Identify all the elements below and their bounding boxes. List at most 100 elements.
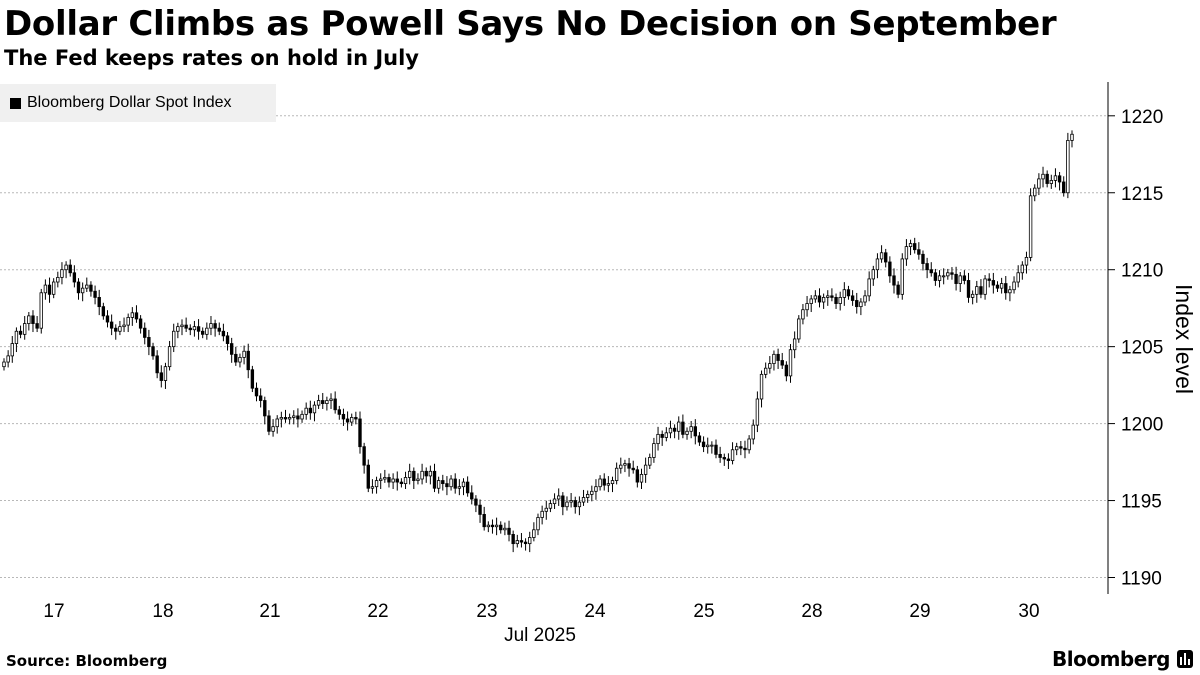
candle-body (258, 395, 263, 401)
candle-body (350, 417, 354, 423)
candlestick-series (2, 130, 1074, 553)
candle-body (308, 407, 313, 414)
candle-body (643, 464, 648, 475)
candle-body (482, 514, 486, 528)
candle-body (788, 349, 793, 377)
candle-body (366, 464, 370, 489)
candle-body (693, 426, 697, 437)
candle-body (523, 541, 528, 545)
candle-body (43, 284, 48, 294)
candle-body (51, 281, 56, 295)
candle-body (85, 284, 89, 289)
candle-body (896, 284, 900, 295)
candle-body (970, 293, 975, 298)
y-axis-ticks: 1190 1195 1200 1205 1210 1215 1220 (1108, 107, 1163, 590)
candle-body (470, 492, 474, 500)
candle-body (254, 387, 259, 397)
candle-body (383, 477, 387, 480)
candle-body (701, 441, 706, 448)
candle-body (362, 446, 366, 466)
candle-body (813, 295, 818, 300)
candle-body (167, 346, 172, 368)
candle-body (598, 478, 602, 488)
candle-body (64, 264, 68, 271)
candle-body (354, 417, 358, 420)
x-tick-label: 23 (476, 601, 497, 622)
gridlines (0, 115, 1108, 578)
candle-body (681, 421, 685, 435)
candle-body (395, 478, 399, 483)
candle-body (929, 269, 933, 274)
candle-body (718, 453, 722, 458)
candle-body (225, 335, 230, 344)
candle-body (511, 534, 515, 545)
candle-body (863, 295, 867, 303)
candle-body (283, 417, 288, 420)
candle-body (900, 258, 904, 295)
candle-body (561, 495, 565, 508)
candle-body (710, 444, 714, 447)
candle-body (345, 418, 350, 423)
candle-body (31, 315, 35, 324)
candle-body (1033, 187, 1037, 197)
candle-body (946, 272, 950, 277)
candle-body (494, 524, 499, 528)
candle-body (784, 364, 789, 377)
candle-body (552, 498, 557, 505)
candle-body (925, 263, 929, 271)
candle-body (884, 252, 888, 263)
candle-body (56, 276, 60, 283)
candle-body (573, 500, 577, 508)
candle-body (329, 398, 333, 401)
candle-body (209, 323, 213, 329)
candle-body (772, 353, 776, 364)
candle-body (130, 312, 135, 318)
candle-body (892, 275, 896, 286)
candle-body (1070, 133, 1074, 141)
candle-body (267, 415, 271, 432)
y-tick-label: 1220 (1121, 107, 1163, 128)
candle-body (859, 301, 863, 308)
candle-body (941, 275, 946, 278)
candle-body (983, 278, 987, 295)
candle-body (842, 289, 847, 298)
x-tick-label: 18 (152, 601, 173, 622)
candle-body (188, 327, 192, 331)
candle-body (706, 444, 710, 448)
candle-body (623, 463, 627, 466)
candle-body (999, 283, 1004, 289)
candle-body (532, 529, 536, 538)
legend: Bloomberg Dollar Spot Index (0, 84, 276, 122)
candle-body (263, 400, 267, 417)
legend-swatch (10, 97, 21, 109)
candle-body (2, 361, 6, 368)
candle-body (234, 353, 238, 363)
candle-body (499, 524, 503, 531)
source-note: Source: Bloomberg (6, 652, 168, 670)
candle-body (751, 424, 755, 440)
candle-body (507, 527, 511, 535)
x-axis-ticks: 17 18 21 22 23 24 25 28 29 30 (43, 601, 1039, 622)
candle-body (391, 478, 395, 483)
candle-body (238, 357, 242, 363)
candle-body (72, 272, 77, 283)
candle-body (652, 443, 656, 458)
candle-body (321, 400, 325, 404)
candle-body (602, 478, 606, 486)
candle-body (855, 300, 859, 308)
candle-body (176, 326, 180, 332)
y-tick-label: 1205 (1121, 338, 1163, 359)
candle-body (403, 477, 408, 485)
candle-body (134, 312, 139, 320)
candle-body (809, 298, 813, 304)
candle-body (1062, 181, 1066, 194)
candle-body (374, 480, 379, 488)
candle-body (118, 326, 122, 332)
candle-body (449, 478, 453, 488)
candle-body (89, 284, 93, 292)
candle-body (797, 318, 801, 340)
candle-body (834, 297, 838, 304)
candle-body (6, 355, 10, 363)
candle-body (221, 330, 226, 337)
candle-body (80, 287, 85, 294)
